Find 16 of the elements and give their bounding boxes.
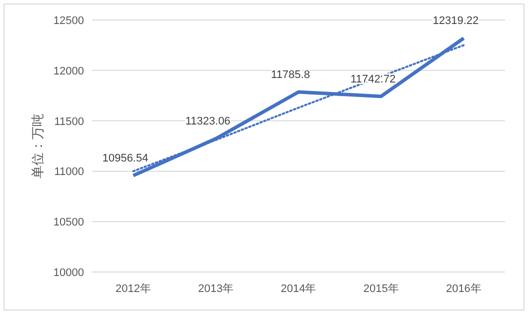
y-tick-label: 10000 [53,267,84,279]
y-tick-label: 12000 [53,65,84,78]
x-tick-label: 2016年 [446,283,482,295]
y-tick-label: 11500 [54,116,84,128]
y-tick-label: 11000 [54,166,84,178]
data-label: 10956.54 [102,152,148,165]
x-tick-label: 2015年 [363,283,399,295]
y-axis-title: 单位：万吨 [30,114,45,178]
y-tick-label: 12500 [53,15,84,27]
data-label: 12319.22 [432,15,479,28]
y-tick-label: 10500 [53,216,84,229]
data-label: 11785.8 [271,68,310,81]
x-tick-label: 2013年 [198,283,234,295]
data-label: 11323.06 [185,116,230,128]
x-tick-label: 2012年 [116,283,152,295]
x-tick-label: 2014年 [280,283,316,295]
